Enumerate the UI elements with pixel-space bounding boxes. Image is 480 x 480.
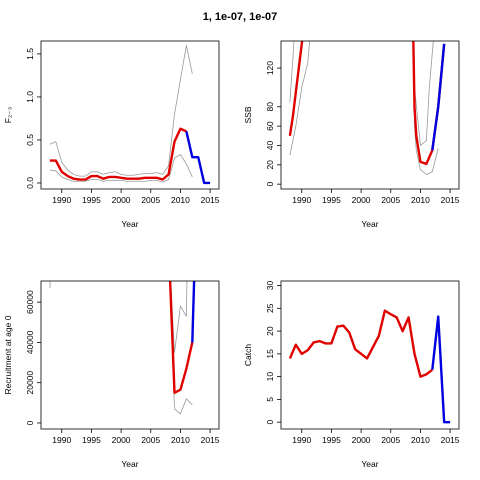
y-tick-label: 0	[265, 420, 275, 425]
x-tick-label: 2015	[201, 195, 220, 205]
series-upper-line-1	[49, 44, 193, 177]
x-axis-label: Year	[121, 219, 138, 229]
x-tick-label: 2010	[411, 435, 430, 445]
x-axis-label: Year	[121, 459, 138, 469]
series-projection-line-1	[431, 315, 451, 424]
series-estimate-line-0	[288, 41, 304, 136]
x-tick-label: 2015	[201, 435, 220, 445]
x-tick-label: 2000	[352, 435, 371, 445]
series-lower-line-5	[412, 41, 439, 175]
series-projection-line-6	[431, 43, 446, 151]
y-tick-label: 0.0	[25, 177, 35, 189]
x-tick-label: 1990	[52, 435, 71, 445]
x-tick-label: 1990	[292, 435, 311, 445]
y-tick-label: 5	[265, 397, 275, 402]
x-tick-label: 1990	[292, 195, 311, 205]
x-tick-label: 1995	[82, 435, 101, 445]
y-tick-label: 40000	[25, 330, 35, 354]
y-tick-label: 0	[265, 182, 275, 187]
y-tick-label: 20000	[25, 371, 35, 395]
series-estimate-line-0	[168, 281, 194, 394]
x-tick-label: 2010	[411, 195, 430, 205]
plot-frame	[40, 40, 220, 190]
x-tick-label: 2005	[381, 195, 400, 205]
y-tick-label: 30	[265, 281, 275, 291]
x-tick-label: 2000	[112, 435, 131, 445]
y-axis-label: Recruitment at age 0	[3, 315, 13, 394]
y-tick-label: 80	[265, 102, 275, 112]
x-tick-label: 2005	[141, 195, 160, 205]
x-tick-label: 1995	[322, 195, 341, 205]
series-projection-line-4	[191, 281, 196, 343]
y-tick-label: 15	[265, 349, 275, 359]
x-axis-label: Year	[361, 459, 378, 469]
plot-frame	[280, 280, 460, 430]
y-tick-label: 60000	[25, 290, 35, 314]
x-tick-label: 1995	[322, 435, 341, 445]
y-axis-label: F₂₋₃	[3, 107, 13, 123]
y-tick-label: 40	[265, 140, 275, 150]
y-tick-label: 0.5	[25, 134, 35, 146]
x-tick-label: 2000	[352, 195, 371, 205]
x-tick-label: 2010	[171, 435, 190, 445]
y-tick-label: 1.0	[25, 91, 35, 103]
x-tick-label: 2015	[441, 435, 460, 445]
panel-2: 1990 1995 2000 2005 2010 2015 0 20 40 60 80 120 Year…	[243, 40, 460, 229]
panel-4: 1990 1995 2000 2005 2010 2015 0 5 10 15 20 25 30 Year…	[243, 281, 460, 469]
panels: 1990 1995 2000 2005 2010 20150.00.51.01.5Year…	[3, 40, 460, 469]
series-lower-line-2	[49, 154, 193, 183]
x-tick-label: 2005	[381, 435, 400, 445]
figure-title: 1, 1e-07, 1e-07	[203, 11, 278, 23]
series-estimate-line-0	[288, 309, 434, 378]
x-tick-label: 2000	[112, 195, 131, 205]
y-tick-label: 10	[265, 372, 275, 382]
y-axis-label: SSB	[243, 106, 253, 123]
series-estimate-line-0	[49, 127, 187, 181]
x-tick-label: 2015	[441, 195, 460, 205]
series-upper-line-1	[289, 41, 295, 102]
series-projection-line-3	[185, 131, 211, 185]
y-tick-label: 120	[265, 61, 275, 75]
y-tick-label: 25	[265, 303, 275, 313]
plot-area	[288, 41, 446, 175]
y-tick-label: 0	[25, 420, 35, 425]
plot-area	[49, 44, 211, 185]
plot-area	[49, 281, 196, 415]
series-lower-line-2	[289, 41, 311, 156]
x-axis-label: Year	[361, 219, 378, 229]
x-tick-label: 1995	[82, 195, 101, 205]
y-tick-label: 20	[265, 326, 275, 336]
y-tick-label: 60	[265, 121, 275, 131]
x-tick-label: 2010	[171, 195, 190, 205]
plot-frame	[280, 40, 460, 190]
panel-1: 1990 1995 2000 2005 2010 2015 0.0 0.5 1.0 1.5 Year…	[3, 40, 220, 229]
plot-frame	[40, 280, 220, 430]
plot-area	[288, 309, 451, 424]
y-tick-label: 1.5	[25, 48, 35, 60]
panel-3: 1990 1995 2000 2005 2010 2015 0 20000 40000 60000…	[3, 280, 220, 469]
y-tick-label: 20	[265, 160, 275, 170]
x-tick-label: 1990	[52, 195, 71, 205]
y-axis-label: Catch	[243, 344, 253, 366]
x-tick-label: 2005	[141, 435, 160, 445]
